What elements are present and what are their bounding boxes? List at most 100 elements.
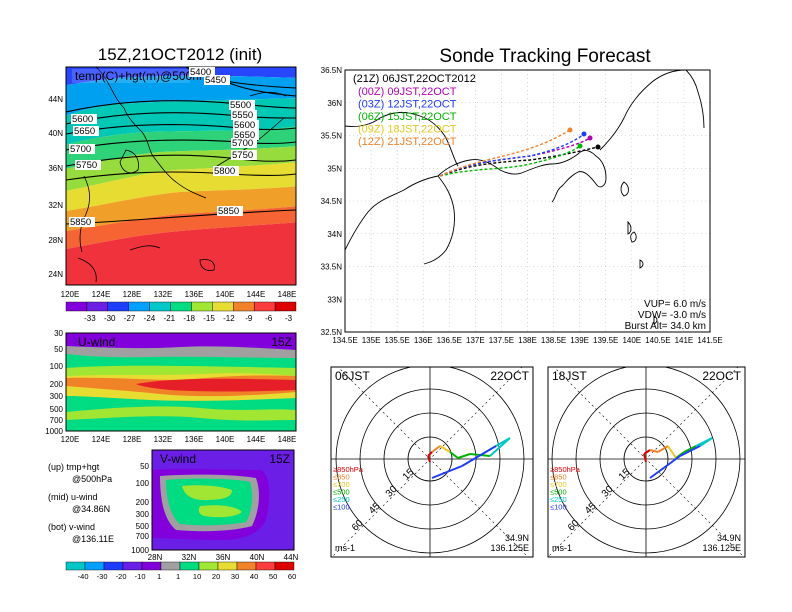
contour-label-bg [213, 166, 239, 176]
contour-label-bg [231, 110, 257, 120]
lon-tick: 136.5E [437, 336, 462, 345]
contour-label-bg [75, 160, 101, 170]
colorbar-label: -18 [183, 314, 195, 323]
hodograph-segment [457, 453, 471, 459]
lon-tick: 140E [622, 336, 641, 345]
lon-tick: 140.5E [645, 336, 670, 345]
contour-label: 5500 [230, 100, 251, 111]
colorbar-swatch [141, 561, 162, 571]
run-legend-entry: (09Z) 18JST,22OCT [358, 124, 457, 136]
colorbar-swatch [236, 561, 257, 571]
balloon-track [439, 145, 581, 177]
contour-label: 5800 [214, 166, 235, 177]
colorbar-label: -3 [285, 314, 293, 323]
level-legend: ≤850 [333, 473, 350, 482]
u-wind-time: 15Z [271, 335, 292, 349]
lat-tick: 40N [48, 129, 63, 138]
contour-label: 5450 [205, 75, 226, 86]
contour-label-bg [71, 114, 97, 124]
top-lat-ticks: 44N 40N 36N 32N 28N 24N [48, 95, 63, 279]
lon-tick: 132E [154, 290, 173, 299]
temperature-colorbar: -33 -30 -27 -24 -21 -18 -15 -12 -9 -6 -3 [65, 301, 297, 323]
burst-point [577, 143, 583, 149]
lon-tick: 128E [123, 435, 142, 444]
contour-label-bg [233, 120, 259, 130]
hodo-time: 18JST [552, 369, 587, 383]
colorbar-swatch [122, 561, 143, 571]
note-line: (bot) v-wind [48, 522, 95, 532]
param-line: VDW= -3.0 m/s [638, 310, 706, 321]
track-header: (21Z) 06JST,22OCT2012 [353, 73, 476, 85]
pressure-tick: 300 [50, 392, 64, 401]
hodograph-segment [657, 445, 669, 453]
contour-label-bg [229, 100, 255, 110]
lon-tick: 136E [414, 336, 433, 345]
contour-label: 5700 [70, 144, 91, 155]
panel-legend-notes: (up) tmp+hgt @500hPa (mid) u-wind @34.86N (b… [48, 462, 114, 544]
hodo-lat: 34.9N [505, 533, 529, 543]
lon-tick: 144E [247, 290, 266, 299]
pressure-tick: 300 [136, 510, 150, 519]
top-lon-ticks: 120E 124E 128E 132E 136E 140E 144E 148E [61, 290, 297, 299]
colorbar-swatch [179, 561, 200, 571]
lon-tick: 148E [278, 290, 297, 299]
colorbar-label: -21 [164, 314, 176, 323]
hodo-date: 22OCT [490, 369, 529, 383]
level-legend: ≤100 [550, 503, 567, 512]
lat-tick: 32.5N [321, 328, 343, 337]
burst-point [567, 127, 573, 133]
lat-tick: 36.5N [321, 66, 343, 75]
param-line: VUP= 6.0 m/s [644, 299, 706, 310]
colorbar-swatch [128, 301, 150, 312]
run-legend-entry: (00Z) 09JST,22OCT [358, 86, 457, 98]
track-map-panel: (21Z) 06JST,22OCT2012 (00Z) 09JST,22OCT (… [321, 66, 723, 345]
colorbar-swatch [65, 561, 86, 571]
lon-tick: 135E [362, 336, 381, 345]
lon-tick: 137.5E [489, 336, 514, 345]
colorbar-swatch [84, 561, 105, 571]
contour-label-bg [204, 75, 230, 85]
lat-tick: 35.5N [321, 132, 343, 141]
hodograph-segment [649, 449, 659, 453]
note-line: @500hPa [72, 474, 112, 484]
track-lon-ticks: 134.5E 135E 135.5E 136E 136.5E 137E 137.5E 138E… [332, 336, 722, 345]
lon-tick: 138.5E [541, 336, 566, 345]
contour-label: 5650 [74, 126, 95, 137]
pressure-tick: 1000 [45, 427, 63, 436]
level-legend: ≥850hPa [333, 465, 364, 474]
lon-tick: 124E [92, 290, 111, 299]
colorbar-label: 40 [250, 572, 258, 581]
colorbar-swatch [212, 301, 234, 312]
hodograph-segment [643, 453, 647, 463]
track-map-frame [344, 69, 711, 333]
colorbar-label: -12 [223, 314, 235, 323]
hodograph-segment [683, 445, 697, 453]
note-line: (mid) u-wind [48, 492, 98, 502]
coastline [77, 67, 287, 283]
lat-tick: 32N [48, 201, 63, 210]
lat-tick: 36N [216, 553, 231, 562]
contour-label-bg [231, 150, 257, 160]
colorbar-swatch [217, 561, 238, 571]
run-legend-entry: (06Z) 15JST,22OCT [358, 111, 457, 123]
u-wind-field [66, 333, 296, 431]
colorbar-label: -20 [116, 572, 127, 581]
lat-tick: 40N [250, 553, 265, 562]
contour-label: 5550 [232, 110, 253, 121]
right-title: Sonde Tracking Forecast [439, 46, 651, 67]
colorbar-label: -6 [265, 314, 273, 323]
lon-tick: 137E [466, 336, 485, 345]
level-legend: ≤500 [333, 488, 350, 497]
run-legend-entry: (12Z) 21JST,22OCT [358, 136, 457, 148]
contour-label: 5850 [70, 217, 91, 228]
hodograph-frame [330, 366, 534, 558]
contour-label-bg [189, 67, 215, 77]
contour-label: 5600 [72, 114, 93, 125]
lat-tick: 34.5N [321, 197, 343, 206]
contour-label: 5400 [190, 67, 211, 78]
lon-tick: 136E [185, 290, 204, 299]
temperature-map-frame [65, 66, 297, 286]
